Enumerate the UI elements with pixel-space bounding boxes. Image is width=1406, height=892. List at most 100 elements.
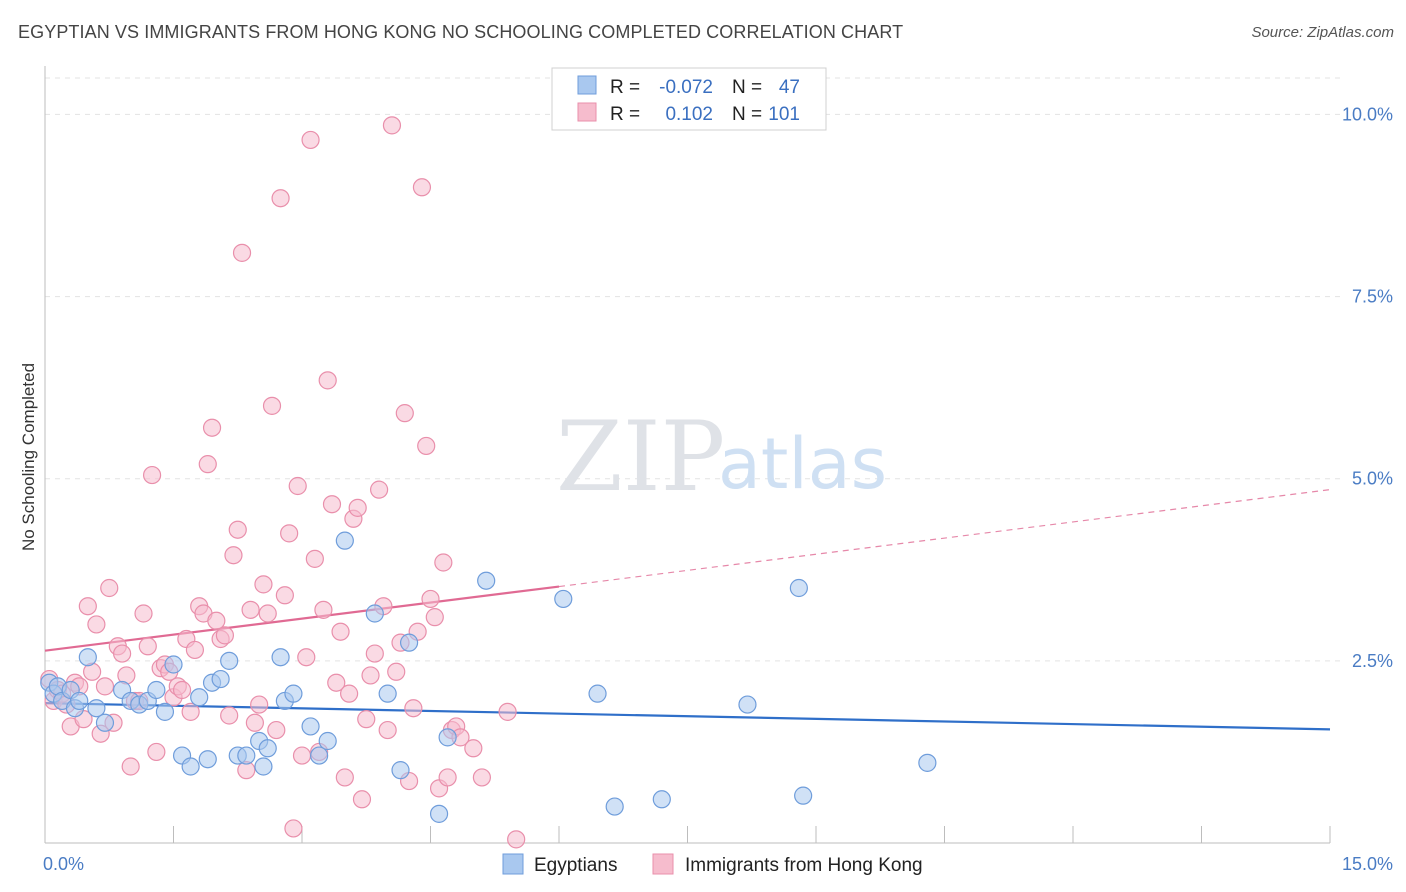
- point-hong-kong: [121, 757, 140, 776]
- point-hong-kong: [434, 553, 453, 572]
- point-hong-kong: [202, 418, 222, 437]
- point-hong-kong: [322, 495, 342, 514]
- point-hong-kong: [425, 608, 444, 627]
- point-egyptians: [301, 717, 320, 736]
- point-egyptians: [738, 695, 757, 714]
- point-hong-kong: [172, 680, 192, 700]
- point-hong-kong: [198, 455, 217, 474]
- point-hong-kong: [301, 130, 320, 150]
- point-hong-kong: [361, 666, 380, 685]
- point-hong-kong: [215, 626, 234, 645]
- point-hong-kong: [412, 178, 432, 197]
- y-axis-label: No Schooling Completed: [19, 363, 38, 551]
- point-egyptians: [198, 750, 217, 769]
- point-hong-kong: [348, 498, 367, 517]
- point-hong-kong: [417, 436, 436, 456]
- point-hong-kong: [464, 739, 483, 758]
- point-hong-kong: [387, 662, 406, 681]
- legend-n-value: 47: [779, 77, 800, 98]
- x-tick-label: 0.0%: [43, 854, 84, 874]
- point-hong-kong: [185, 640, 205, 660]
- point-egyptians: [789, 578, 808, 598]
- point-egyptians: [438, 728, 457, 747]
- point-egyptians: [78, 648, 97, 667]
- point-hong-kong: [275, 586, 294, 605]
- gridlines: [45, 77, 1342, 662]
- bottom-legend-swatch-blue: [502, 853, 524, 875]
- point-egyptians: [155, 702, 175, 721]
- point-hong-kong: [95, 677, 115, 696]
- bottom-legend-label-egyptians: Egyptians: [534, 855, 617, 876]
- legend-swatch-pink: [577, 102, 597, 122]
- legend-swatch-blue: [577, 75, 597, 95]
- point-egyptians: [391, 761, 410, 780]
- point-hong-kong: [288, 476, 307, 496]
- point-hong-kong: [284, 819, 303, 838]
- legend-n-label: N =: [732, 104, 762, 125]
- point-hong-kong: [378, 720, 397, 740]
- point-egyptians: [181, 757, 200, 776]
- point-hong-kong: [241, 600, 260, 619]
- point-hong-kong: [421, 589, 440, 609]
- point-egyptians: [271, 648, 290, 667]
- point-hong-kong: [258, 604, 277, 623]
- point-hong-kong: [305, 549, 324, 568]
- point-egyptians: [918, 753, 937, 772]
- point-hong-kong: [395, 404, 414, 423]
- point-hong-kong: [147, 742, 166, 762]
- chart-title: EGYPTIAN VS IMMIGRANTS FROM HONG KONG NO…: [18, 22, 904, 42]
- point-hong-kong: [370, 480, 389, 499]
- y-tick-label: 5.0%: [1352, 469, 1393, 489]
- point-egyptians: [399, 633, 419, 652]
- legend: R = -0.072 N = 47 R = 0.102 N = 101: [551, 67, 827, 131]
- point-hong-kong: [507, 830, 526, 849]
- point-egyptians: [70, 691, 89, 711]
- y-tick-label: 10.0%: [1342, 104, 1393, 124]
- watermark-atlas: atlas: [718, 423, 887, 505]
- axes: [44, 66, 1331, 844]
- point-hong-kong: [382, 116, 402, 135]
- point-hong-kong: [112, 644, 132, 663]
- point-hong-kong: [232, 243, 252, 262]
- point-hong-kong: [220, 706, 239, 725]
- point-hong-kong: [262, 396, 282, 415]
- point-hong-kong: [498, 702, 517, 721]
- point-egyptians: [95, 713, 115, 732]
- point-egyptians: [605, 797, 624, 816]
- point-egyptians: [310, 746, 329, 765]
- tick-labels: 2.5% 5.0% 7.5% 10.0% 0.0% 15.0%: [43, 104, 1393, 874]
- point-egyptians: [147, 680, 166, 700]
- point-egyptians: [318, 731, 337, 751]
- point-egyptians: [652, 790, 671, 809]
- x-tick-label: 15.0%: [1342, 854, 1393, 874]
- point-hong-kong: [340, 684, 359, 703]
- point-egyptians: [190, 688, 209, 707]
- point-hong-kong: [357, 710, 376, 729]
- point-hong-kong: [100, 578, 119, 598]
- watermark: ZIP atlas: [556, 401, 887, 513]
- point-egyptians: [211, 669, 230, 689]
- point-egyptians: [220, 651, 239, 670]
- point-hong-kong: [228, 520, 247, 539]
- legend-row-egyptians: R = -0.072 N = 47: [577, 75, 800, 98]
- source-label: Source: ZipAtlas.com: [1251, 24, 1394, 41]
- point-egyptians: [429, 804, 449, 823]
- legend-n-label: N =: [732, 77, 762, 98]
- point-egyptians: [237, 746, 256, 765]
- point-hong-kong: [352, 790, 372, 809]
- legend-row-hong-kong: R = 0.102 N = 101: [577, 102, 800, 125]
- y-tick-label: 7.5%: [1352, 287, 1393, 307]
- point-hong-kong: [250, 695, 269, 714]
- point-egyptians: [254, 757, 273, 776]
- legend-r-label: R =: [610, 104, 640, 125]
- point-hong-kong: [280, 524, 299, 543]
- trend-line-hong-kong: [44, 585, 560, 652]
- bottom-legend: Egyptians Immigrants from Hong Kong: [502, 853, 923, 876]
- bottom-legend-label-hong-kong: Immigrants from Hong Kong: [685, 855, 923, 876]
- point-hong-kong: [87, 615, 106, 634]
- data-points: [40, 116, 937, 849]
- point-egyptians: [164, 655, 183, 674]
- y-tick-label: 2.5%: [1352, 651, 1393, 671]
- point-hong-kong: [142, 465, 162, 485]
- trend-line-hong-kong-extension: [558, 489, 1331, 588]
